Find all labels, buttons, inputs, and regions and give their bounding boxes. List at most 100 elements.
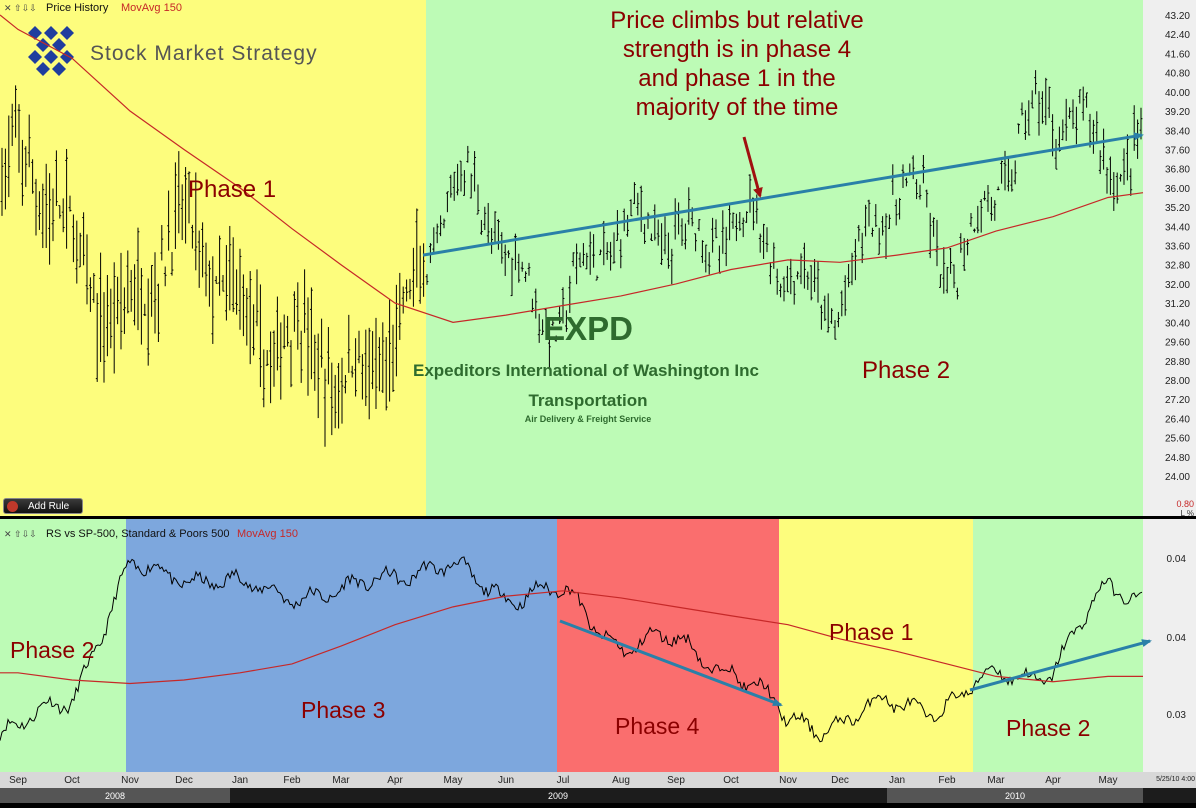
price-bar (296, 282, 300, 350)
price-tick-label: 24.00 (1165, 472, 1190, 483)
price-bar (228, 225, 232, 311)
price-bar (650, 233, 653, 242)
price-bar (1020, 102, 1024, 116)
price-bar (1102, 128, 1105, 170)
price-bar (327, 327, 330, 385)
price-bar (1122, 148, 1126, 185)
price-bar (816, 261, 820, 303)
price-bar (119, 252, 123, 350)
price-bar (762, 223, 765, 259)
price-bar (874, 204, 878, 227)
price-tick-label: 28.00 (1165, 376, 1190, 387)
price-bar (174, 162, 177, 249)
price-bar (1071, 99, 1075, 129)
price-bar (259, 284, 262, 388)
price-bar (361, 354, 364, 400)
price-bar (813, 258, 816, 293)
price-bars (0, 70, 1143, 447)
price-bar (106, 274, 109, 357)
price-bar (78, 232, 82, 268)
price-bar (680, 218, 684, 246)
price-bar (643, 223, 646, 244)
year-2010-label: 2010 (1005, 791, 1025, 801)
price-bar (1132, 105, 1136, 151)
price-bar (371, 331, 374, 390)
price-bar (575, 243, 578, 285)
price-bar (548, 331, 551, 368)
price-bar (177, 151, 181, 234)
price-bar (242, 274, 245, 337)
price-bar (939, 274, 942, 288)
rs-phase2-left-label: Phase 2 (10, 637, 94, 663)
top-axis-strip (1143, 0, 1196, 516)
price-bar (68, 195, 72, 212)
price-bar (44, 163, 48, 248)
price-bar (486, 202, 490, 243)
price-bar (129, 269, 133, 312)
price-bar (497, 219, 500, 250)
year-2008-cell (0, 788, 230, 803)
rs-phase4-arrow (559, 619, 783, 707)
price-bar (194, 172, 198, 271)
top-phase2-label: Phase 2 (862, 357, 950, 384)
price-bar (898, 197, 901, 220)
price-bar (286, 315, 289, 347)
month-tick-label: Nov (121, 775, 139, 786)
price-bar (541, 319, 544, 335)
price-bar (180, 184, 184, 241)
price-bar (17, 104, 21, 173)
add-rule-label: Add Rule (28, 501, 70, 512)
price-bar (191, 224, 194, 249)
price-bar (605, 242, 609, 260)
price-bar (320, 318, 323, 368)
price-bar (466, 145, 470, 163)
price-bar (483, 206, 487, 231)
price-bar (1034, 70, 1037, 95)
top-phase1-label: Phase 1 (188, 176, 276, 203)
month-tick-label: Mar (987, 775, 1005, 786)
price-bar (439, 215, 442, 237)
price-bar (877, 227, 881, 255)
price-bar (184, 167, 187, 244)
add-rule-button[interactable]: Add Rule (3, 498, 83, 514)
rs-phase3-label: Phase 3 (301, 697, 385, 723)
price-tick-label: 35.20 (1165, 203, 1190, 214)
rs-mavg-label: MovAvg 150 (237, 528, 298, 540)
sector-name: Transportation (528, 391, 647, 410)
price-bar (157, 283, 160, 342)
year-2008-label: 2008 (105, 791, 125, 801)
price-bar (1088, 113, 1092, 148)
price-bar (656, 219, 660, 246)
price-bar (493, 211, 497, 244)
price-bar (796, 271, 799, 280)
price-bar (102, 292, 106, 383)
price-bar (524, 271, 527, 282)
price-bar (894, 199, 898, 226)
price-bar (979, 199, 983, 233)
price-bar (782, 276, 786, 302)
price-bar (507, 250, 510, 259)
rs-phase2-right-label: Phase 2 (1006, 715, 1090, 741)
price-bar (313, 334, 317, 391)
price-tick-label: 30.40 (1165, 318, 1190, 329)
price-bar (660, 223, 663, 265)
price-bar (731, 212, 735, 229)
price-bar (279, 322, 283, 400)
price-bar (123, 287, 126, 334)
rs-panel-header: ✕ ⇧⇩⇩ RS vs SP-500, Standard & Poors 500… (4, 528, 298, 540)
price-bar (422, 243, 425, 297)
rs-phase2-region-right (973, 519, 1143, 772)
price-bar (381, 322, 385, 394)
price-bar (344, 374, 347, 394)
callout-line-2: strength is in phase 4 (623, 36, 851, 63)
price-tick-label: 29.60 (1165, 338, 1190, 349)
price-bar (24, 146, 28, 187)
price-bar (112, 262, 116, 374)
price-tick-label: 32.80 (1165, 261, 1190, 272)
price-tick-label: 28.80 (1165, 357, 1190, 368)
price-bar (218, 235, 221, 296)
price-bar (310, 287, 313, 380)
price-bar (99, 252, 102, 363)
price-bar (667, 232, 670, 269)
price-bar (847, 263, 850, 288)
